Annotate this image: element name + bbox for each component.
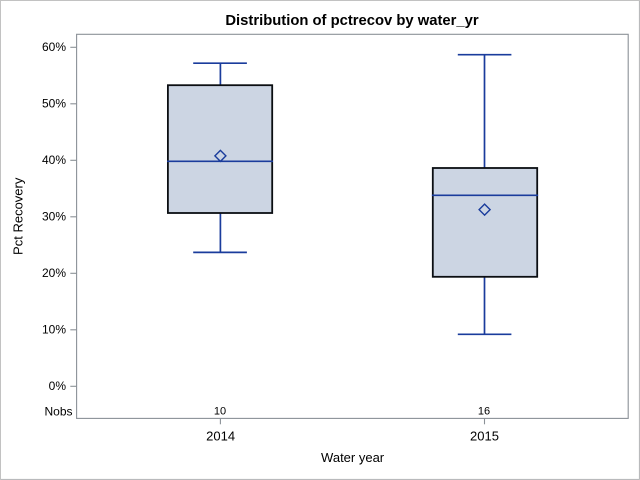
svg-text:30%: 30% [42, 210, 66, 224]
svg-text:Distribution of pctrecov by wa: Distribution of pctrecov by water_yr [225, 13, 478, 29]
svg-text:16: 16 [478, 406, 490, 418]
svg-text:2015: 2015 [470, 429, 499, 444]
svg-text:50%: 50% [42, 97, 66, 111]
svg-text:Nobs: Nobs [44, 405, 72, 419]
svg-text:2014: 2014 [206, 429, 235, 444]
svg-text:10: 10 [214, 406, 226, 418]
svg-text:10%: 10% [42, 323, 66, 337]
svg-text:20%: 20% [42, 266, 66, 280]
svg-text:Pct Recovery: Pct Recovery [10, 177, 25, 255]
svg-text:Water year: Water year [321, 450, 385, 465]
svg-text:60%: 60% [42, 40, 66, 54]
svg-text:40%: 40% [42, 153, 66, 167]
svg-text:0%: 0% [49, 379, 67, 393]
